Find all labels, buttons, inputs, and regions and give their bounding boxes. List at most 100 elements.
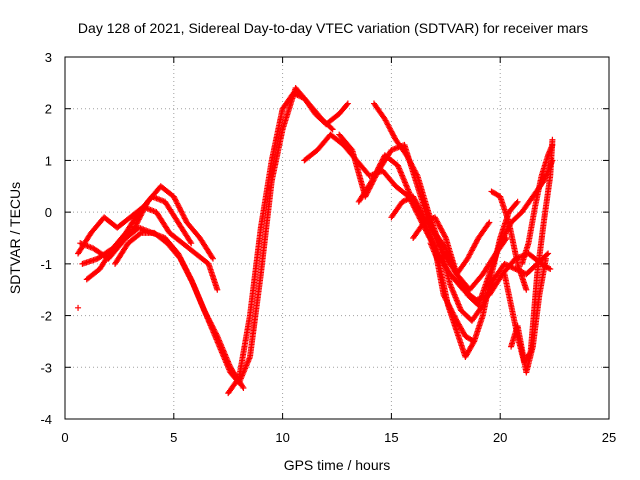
axis-ticks: 0 5 10 15 20 25 -4 -3 -2 -1 0 1 2 3 bbox=[40, 50, 616, 445]
data-point-marker bbox=[133, 220, 140, 227]
data-point-marker bbox=[506, 263, 513, 270]
data-point-marker bbox=[173, 199, 180, 206]
data-point-marker bbox=[290, 90, 297, 97]
data-point-marker bbox=[426, 216, 433, 223]
chart-title: Day 128 of 2021, Sidereal Day-to-day VTE… bbox=[78, 20, 588, 36]
y-tick-label: -1 bbox=[40, 257, 52, 272]
data-point-marker bbox=[372, 171, 379, 178]
data-point-marker bbox=[186, 273, 193, 280]
data-point-marker bbox=[174, 200, 181, 207]
x-axis-label: GPS time / hours bbox=[284, 457, 391, 473]
x-tick-label: 15 bbox=[384, 430, 398, 445]
data-point-marker bbox=[374, 167, 381, 174]
data-point-marker bbox=[400, 198, 407, 205]
data-point-marker bbox=[187, 238, 194, 245]
data-point-marker bbox=[413, 171, 420, 178]
data-point-marker bbox=[189, 280, 196, 287]
series-isolated bbox=[75, 304, 82, 311]
data-point-marker bbox=[502, 261, 509, 268]
data-point-marker bbox=[184, 269, 191, 276]
data-point-marker bbox=[297, 93, 304, 100]
data-point-marker bbox=[369, 176, 376, 183]
data-point-marker bbox=[182, 216, 189, 223]
y-tick-label: 0 bbox=[45, 205, 52, 220]
data-point-marker bbox=[187, 276, 194, 283]
data-point-marker bbox=[376, 163, 383, 170]
data-point-marker bbox=[501, 260, 508, 267]
data-point-marker bbox=[240, 384, 247, 391]
data-point-marker bbox=[181, 263, 188, 270]
series-track-16 bbox=[508, 255, 549, 376]
x-tick-label: 5 bbox=[170, 430, 177, 445]
data-point-marker bbox=[188, 240, 195, 247]
data-point-marker bbox=[175, 203, 182, 210]
y-axis-label: SDTVAR / TECUs bbox=[7, 182, 23, 294]
series-track-14 bbox=[488, 188, 530, 293]
data-point-marker bbox=[328, 125, 335, 132]
data-point-marker bbox=[172, 196, 179, 203]
data-point-marker bbox=[189, 278, 196, 285]
y-tick-label: -4 bbox=[40, 412, 52, 427]
data-point-marker bbox=[547, 266, 554, 273]
series-track-17 bbox=[518, 141, 556, 267]
data-point-marker bbox=[133, 221, 140, 228]
plot-frame bbox=[64, 56, 610, 420]
data-point-marker bbox=[485, 220, 492, 227]
data-point-marker bbox=[378, 159, 385, 166]
data-point-marker bbox=[399, 198, 406, 205]
data-point-marker bbox=[293, 91, 300, 98]
data-point-marker bbox=[403, 196, 410, 203]
x-tick-label: 25 bbox=[602, 430, 616, 445]
data-point-marker bbox=[371, 172, 378, 179]
data-point-marker bbox=[379, 156, 386, 163]
data-point-marker bbox=[180, 212, 187, 219]
y-tick-label: 3 bbox=[45, 50, 52, 65]
data-point-marker bbox=[209, 255, 216, 262]
data-point-marker bbox=[179, 209, 186, 216]
data-point-marker bbox=[235, 375, 242, 382]
data-point-marker bbox=[470, 339, 477, 346]
data-point-marker bbox=[423, 218, 430, 225]
data-point-marker bbox=[375, 165, 381, 172]
data-point-marker bbox=[523, 286, 530, 293]
data-point-marker bbox=[377, 160, 384, 167]
data-point-marker bbox=[421, 219, 428, 226]
y-tick-label: 2 bbox=[45, 102, 52, 117]
data-point-marker bbox=[179, 211, 186, 218]
data-point-marker bbox=[504, 262, 511, 269]
data-point-marker bbox=[180, 261, 187, 268]
data-point-marker bbox=[182, 266, 189, 273]
data-point-marker bbox=[291, 90, 298, 97]
data-point-marker bbox=[343, 101, 350, 108]
data-point-marker bbox=[75, 304, 82, 311]
data-point-marker bbox=[176, 204, 183, 211]
data-point-marker bbox=[180, 262, 187, 269]
data-point-marker bbox=[375, 164, 382, 171]
data-point-marker bbox=[545, 250, 552, 257]
data-point-marker bbox=[543, 251, 550, 258]
data-point-marker bbox=[298, 94, 305, 101]
data-point-marker bbox=[214, 286, 221, 293]
data-point-marker bbox=[172, 197, 179, 204]
series-track-10 bbox=[370, 100, 552, 324]
data-point-marker bbox=[542, 255, 549, 262]
data-point-marker bbox=[295, 92, 302, 99]
data-point-marker bbox=[368, 178, 375, 185]
data-point-marker bbox=[377, 161, 384, 168]
x-tick-label: 20 bbox=[493, 430, 507, 445]
data-point-marker bbox=[177, 255, 184, 262]
data-point-marker bbox=[505, 262, 512, 269]
data-points bbox=[75, 85, 556, 397]
series-track-13 bbox=[427, 198, 521, 360]
data-point-marker bbox=[422, 218, 429, 225]
data-point-marker bbox=[182, 265, 189, 272]
data-point-marker bbox=[239, 383, 246, 390]
data-point-marker bbox=[181, 214, 188, 221]
series-track-5 bbox=[112, 85, 336, 386]
data-point-marker bbox=[508, 264, 515, 271]
data-point-marker bbox=[509, 264, 516, 271]
data-point-marker bbox=[513, 199, 520, 206]
data-point-marker bbox=[372, 169, 379, 176]
data-point-marker bbox=[425, 217, 432, 224]
